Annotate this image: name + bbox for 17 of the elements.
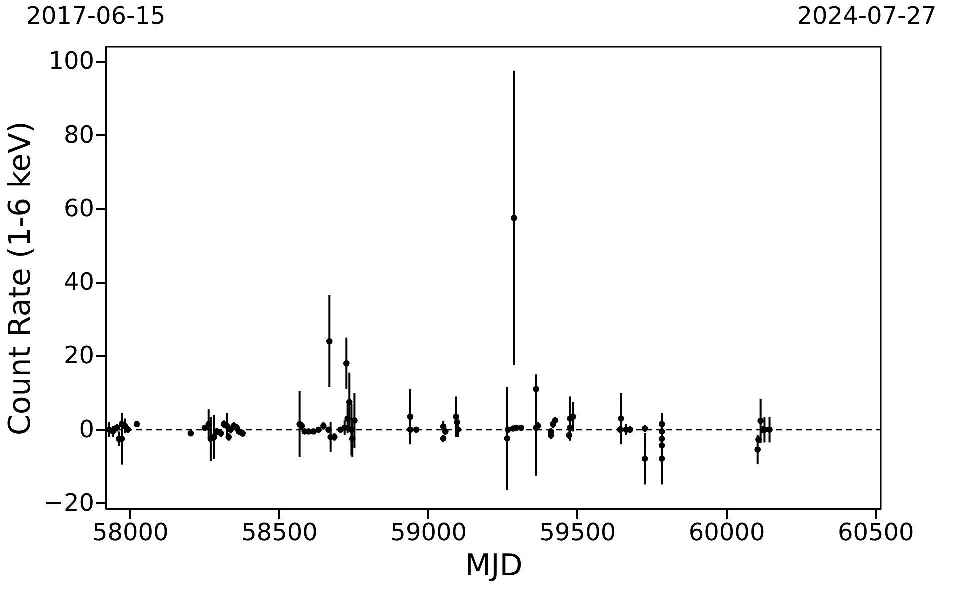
y-axis-title: Count Rate (1-6 keV) <box>2 121 38 436</box>
x-tick-label: 58500 <box>242 518 318 546</box>
text: 2024-07-27 <box>797 2 937 30</box>
y-tick-label: 20 <box>64 342 94 370</box>
x-axis-title: MJD <box>465 548 523 584</box>
text: 2017-06-15 <box>26 2 166 30</box>
x-tick-label: 59500 <box>540 518 616 546</box>
x-tick-label: 59000 <box>390 518 468 546</box>
y-tick-label: 100 <box>48 47 94 76</box>
y-tick-label: 60 <box>64 194 94 222</box>
y-tick-label: 80 <box>64 120 94 149</box>
x-tick-label: 60500 <box>838 518 914 546</box>
y-tick-label: 0 <box>79 415 94 444</box>
x-tick-label: 58000 <box>92 518 169 546</box>
y-tick-label: 40 <box>64 268 94 296</box>
x-tick-label: 60000 <box>688 518 766 546</box>
y-tick-label: −20 <box>44 488 94 517</box>
